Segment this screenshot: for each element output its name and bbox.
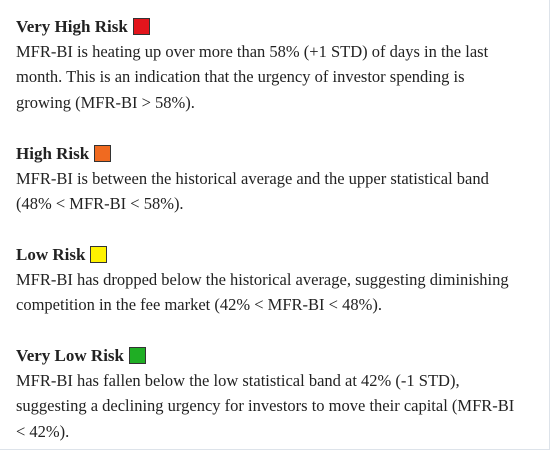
section: Low Risk MFR-BI has dropped below the hi…	[16, 242, 509, 318]
color-swatch	[129, 347, 146, 364]
section: Very High Risk MFR-BI is heating up over…	[16, 14, 488, 115]
section-description: MFR-BI is between the historical average…	[16, 169, 489, 214]
section-description: MFR-BI has dropped below the historical …	[16, 270, 509, 315]
section-description: MFR-BI has fallen below the low statisti…	[16, 371, 515, 441]
section-title: Very Low Risk	[16, 343, 514, 368]
title-text: Very Low Risk	[16, 346, 124, 365]
section-title: Very High Risk	[16, 14, 488, 39]
section-description: MFR-BI is heating up over more than 58% …	[16, 42, 489, 112]
color-swatch	[94, 145, 112, 162]
section: Very Low Risk MFR-BI has fallen below th…	[16, 343, 514, 444]
title-text: Low Risk	[16, 245, 86, 264]
title-text: Very High Risk	[16, 17, 128, 36]
section-title: Low Risk	[16, 242, 509, 267]
color-swatch	[90, 246, 108, 263]
section: High Risk MFR-BI is between the historic…	[16, 141, 489, 217]
section-title: High Risk	[16, 141, 489, 166]
color-swatch	[132, 18, 150, 35]
title-text: High Risk	[16, 144, 90, 163]
